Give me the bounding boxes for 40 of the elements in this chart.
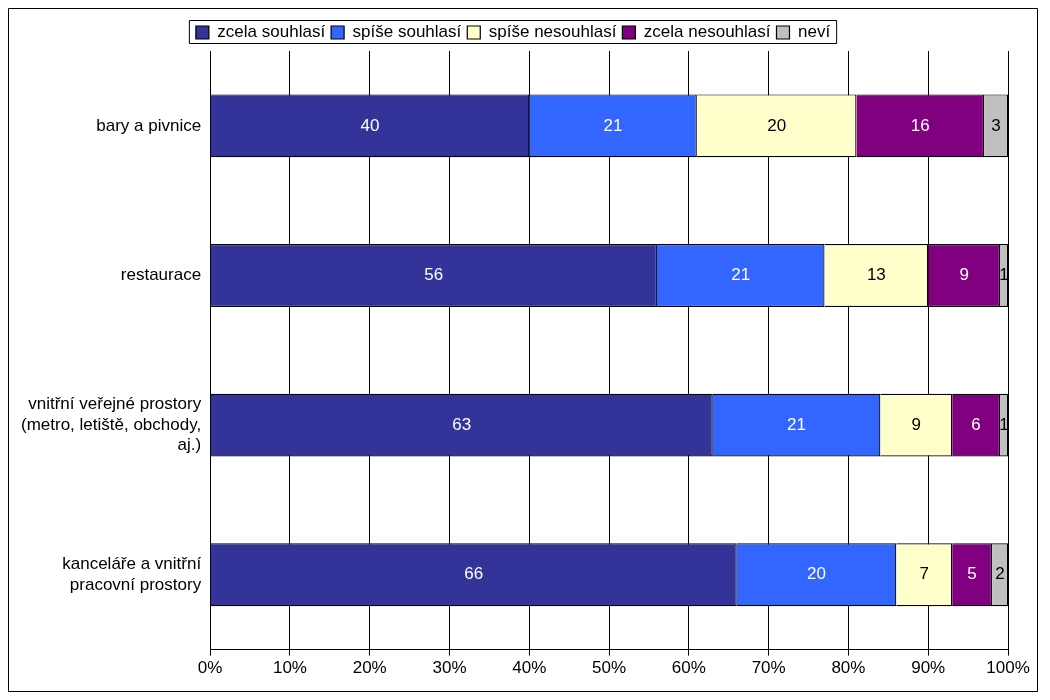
x-tick-label: 90% <box>911 658 946 678</box>
legend-label: spíše souhlasí <box>352 22 462 42</box>
data-label: 2 <box>995 564 1005 584</box>
data-label: 9 <box>911 414 921 434</box>
x-tick-label: 50% <box>592 658 627 678</box>
x-tick-label: 0% <box>197 658 223 678</box>
x-tick-label: 60% <box>671 658 706 678</box>
x-tick-label: 10% <box>272 658 307 678</box>
data-label: 20 <box>767 115 787 135</box>
y-tick-label: bary a pivnice <box>96 115 202 135</box>
y-tick-label: vnitřní veřejné prostory (metro, letiště, obchody, aj.) <box>21 394 202 455</box>
data-label: 7 <box>919 564 929 584</box>
data-label: 21 <box>731 265 751 285</box>
data-label: 56 <box>424 265 444 285</box>
data-label: 3 <box>991 115 1001 135</box>
data-label: 66 <box>464 564 484 584</box>
x-tick-label: 30% <box>432 658 467 678</box>
data-label: 20 <box>807 564 826 584</box>
data-label: 40 <box>360 115 380 135</box>
data-label: 5 <box>967 564 977 584</box>
x-tick-label: 40% <box>512 658 547 678</box>
data-label: 63 <box>452 414 472 434</box>
legend-label: zcela nesouhlasí <box>643 22 771 42</box>
data-label: 1 <box>999 414 1009 434</box>
data-label: 1 <box>999 265 1009 285</box>
data-label: 13 <box>866 265 886 285</box>
legend-label: spíše nesouhlasí <box>488 22 617 42</box>
data-label: 21 <box>603 115 623 135</box>
x-tick-label: 80% <box>831 658 866 678</box>
x-tick-label: 100% <box>986 658 1030 678</box>
legend-label: zcela souhlasí <box>217 22 326 42</box>
data-label: 16 <box>910 115 930 135</box>
data-label: 6 <box>971 414 981 434</box>
data-label: 9 <box>959 265 969 285</box>
legend-label: neví <box>797 22 831 42</box>
y-tick-label: kanceláře a vnitřní pracovní prostory <box>62 554 202 594</box>
x-tick-label: 20% <box>352 658 387 678</box>
y-tick-label: restaurace <box>120 265 202 285</box>
data-label: 21 <box>787 414 807 434</box>
x-tick-label: 70% <box>751 658 786 678</box>
